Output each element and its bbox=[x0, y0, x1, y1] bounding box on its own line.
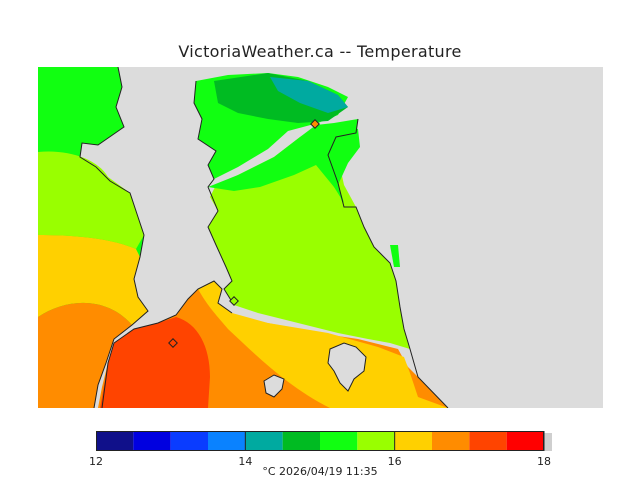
temperature-color-scale bbox=[96, 431, 552, 451]
east-water-green-east bbox=[314, 123, 360, 207]
west-water-yellow bbox=[38, 235, 148, 325]
tick-label-14: 14 bbox=[238, 455, 253, 468]
color-band-6 bbox=[282, 431, 320, 451]
color-band-8 bbox=[357, 431, 395, 451]
color-band-4 bbox=[208, 431, 246, 451]
color-band-9 bbox=[394, 431, 432, 451]
station-marker-1[interactable] bbox=[310, 119, 320, 129]
west-water-yellowgreen bbox=[38, 151, 144, 249]
tick-label-18: 18 bbox=[537, 455, 551, 468]
color-band-3 bbox=[170, 431, 208, 451]
island-small bbox=[263, 374, 285, 398]
south-water-red bbox=[100, 317, 210, 408]
east-edge-green bbox=[390, 245, 400, 267]
color-band-12 bbox=[506, 431, 544, 451]
color-band-7 bbox=[320, 431, 358, 451]
station-marker-2[interactable] bbox=[229, 296, 239, 306]
color-band-2 bbox=[133, 431, 171, 451]
inner-coastline bbox=[193, 80, 235, 306]
south-water-yellow bbox=[198, 281, 448, 408]
west-water-orange bbox=[38, 302, 132, 408]
north-inlet-teal bbox=[270, 77, 348, 113]
island-large bbox=[327, 342, 367, 392]
south-coastline bbox=[101, 280, 233, 408]
color-band-11 bbox=[469, 431, 507, 451]
map-title: VictoriaWeather.ca -- Temperature bbox=[178, 42, 462, 61]
color-band-5 bbox=[245, 431, 283, 451]
east-coastline bbox=[327, 118, 449, 408]
color-scale-shadow bbox=[544, 433, 552, 451]
scale-caption: °C 2026/04/19 11:35 bbox=[262, 465, 378, 478]
tick-label-16: 16 bbox=[387, 455, 402, 468]
color-band-1 bbox=[96, 431, 134, 451]
temperature-map bbox=[38, 67, 603, 408]
station-marker-3[interactable] bbox=[168, 338, 178, 348]
tick-label-12: 12 bbox=[89, 455, 103, 468]
west-coastline bbox=[79, 67, 149, 408]
color-band-10 bbox=[432, 431, 470, 451]
